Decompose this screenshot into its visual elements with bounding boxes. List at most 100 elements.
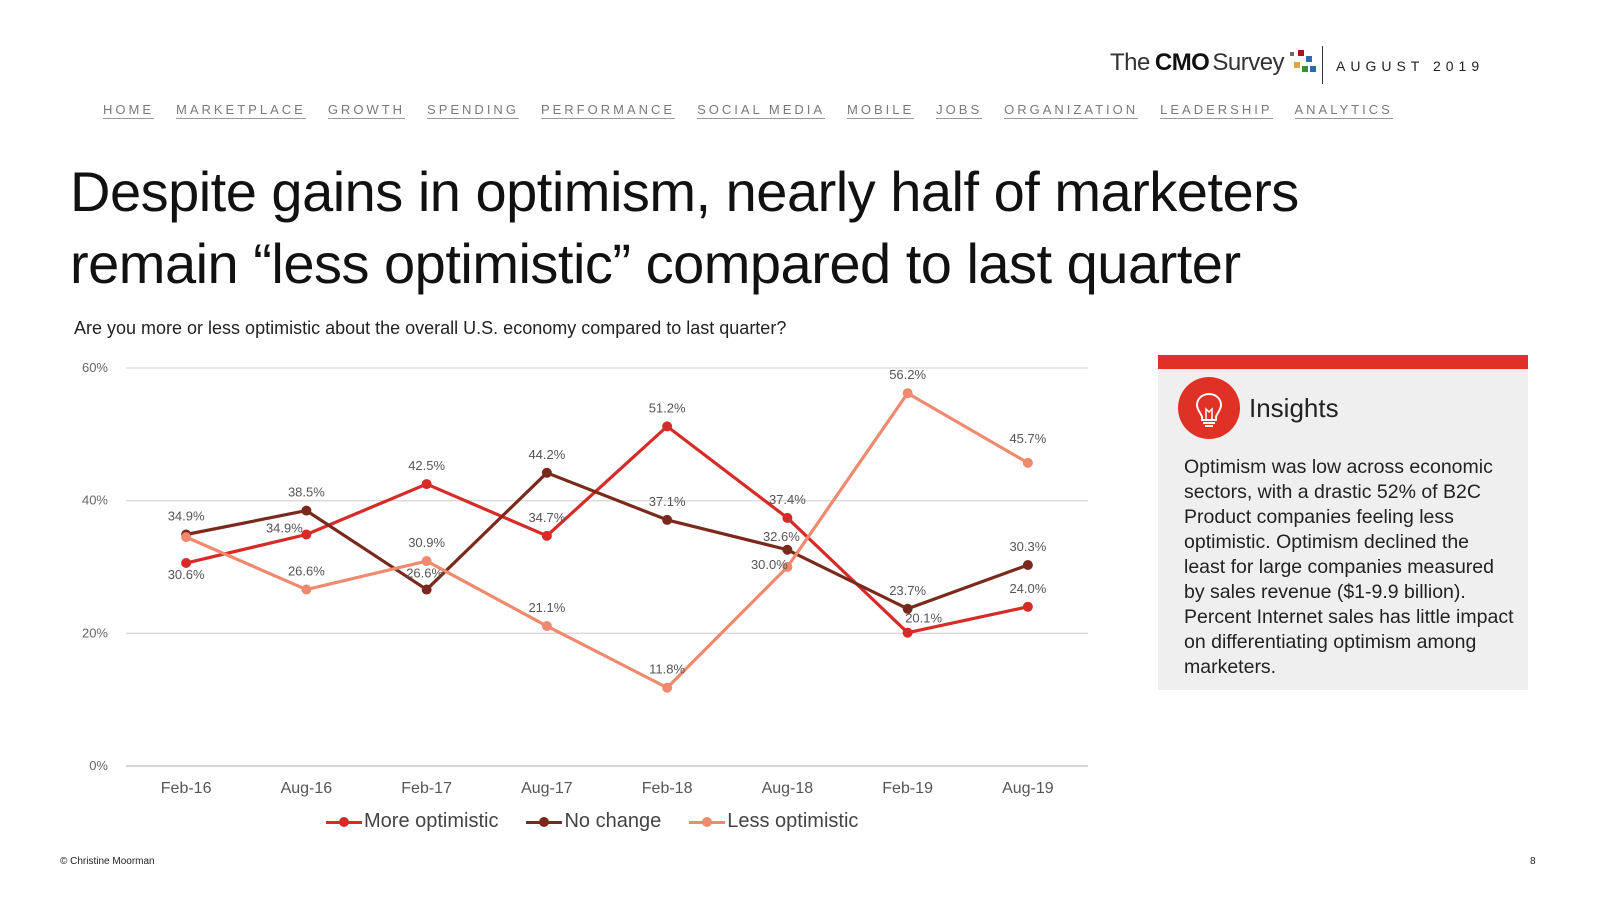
nav-mobile[interactable]: MOBILE — [847, 102, 915, 119]
series-line-more-optimistic — [185, 424, 1029, 635]
data-label-no-change-Aug-17: 44.2% — [528, 447, 565, 462]
y-tick-label-20: 20% — [82, 625, 108, 640]
legend-swatch-more-optimistic — [326, 816, 362, 828]
data-label-no-change-Aug-19: 30.3% — [1009, 539, 1046, 554]
data-point-less-optimistic-Feb-17 — [421, 556, 432, 567]
series-line-less-optimistic — [185, 391, 1029, 690]
data-point-no-change-Feb-19 — [902, 603, 913, 614]
data-label-no-change-Feb-17: 26.6% — [406, 566, 443, 581]
x-tick-label-Aug-19: Aug-19 — [1002, 780, 1054, 797]
y-tick-label-40: 40% — [82, 493, 108, 508]
data-point-more-optimistic-Aug-17 — [541, 530, 552, 541]
x-tick-label-Aug-18: Aug-18 — [762, 780, 814, 797]
data-label-more-optimistic-Aug-17: 34.7% — [528, 510, 565, 525]
insights-panel: Insights Optimism was low across economi… — [1158, 355, 1528, 690]
page-number: 8 — [1530, 856, 1536, 867]
page-title: Despite gains in optimism, nearly half o… — [70, 160, 1299, 295]
data-point-more-optimistic-Feb-16 — [181, 558, 192, 569]
x-tick-label-Feb-18: Feb-18 — [642, 780, 693, 797]
insights-accent-bar — [1158, 355, 1528, 369]
x-tick-label-Feb-16: Feb-16 — [161, 780, 212, 797]
data-point-more-optimistic-Aug-18 — [782, 512, 793, 523]
nav-spending[interactable]: SPENDING — [427, 102, 519, 119]
x-tick-label-Aug-16: Aug-16 — [281, 780, 333, 797]
insights-body: Optimism was low across economic sectors… — [1184, 456, 1514, 678]
data-label-no-change-Aug-18: 32.6% — [763, 529, 800, 544]
data-label-less-optimistic-Feb-19: 56.2% — [889, 367, 926, 382]
data-point-more-optimistic-Feb-19 — [902, 627, 913, 638]
legend-no-change: No change — [526, 810, 661, 833]
data-label-more-optimistic-Feb-19: 20.1% — [905, 611, 942, 626]
nav-analytics[interactable]: ANALYTICS — [1294, 102, 1393, 119]
data-label-more-optimistic-Feb-17: 42.5% — [408, 458, 445, 473]
nav-social-media[interactable]: SOCIAL MEDIA — [697, 102, 826, 119]
nav-marketplace[interactable]: MARKETPLACE — [176, 102, 306, 119]
nav-home[interactable]: HOME — [103, 102, 154, 119]
data-label-more-optimistic-Aug-18: 37.4% — [769, 492, 806, 507]
cmo-survey-logo[interactable]: The CMO Survey — [1110, 48, 1320, 78]
data-label-less-optimistic-Aug-18: 30.0% — [751, 557, 788, 572]
legend-label-more-optimistic: More optimistic — [364, 810, 499, 832]
legend-label-less-optimistic: Less optimistic — [727, 810, 859, 832]
data-label-no-change-Aug-16: 38.5% — [288, 485, 325, 500]
data-label-more-optimistic-Feb-18: 51.2% — [649, 400, 686, 415]
data-point-less-optimistic-Aug-16 — [301, 584, 312, 595]
optimism-line-chart: 0% 20% 40% 60% Feb-16 Aug-16 Feb-17 Aug-17 Feb-1… — [82, 360, 1088, 797]
y-tick-label-0: 0% — [89, 758, 108, 773]
data-point-no-change-Feb-18 — [662, 514, 673, 525]
data-point-less-optimistic-Aug-18 — [782, 562, 793, 572]
data-label-more-optimistic-Aug-19: 24.0% — [1009, 581, 1046, 596]
logo-cmo: CMO — [1154, 49, 1210, 76]
legend-less-optimistic: Less optimistic — [689, 810, 858, 833]
data-point-less-optimistic-Aug-17 — [541, 621, 552, 632]
data-point-no-change-Aug-16 — [301, 505, 312, 516]
data-point-no-change-Feb-17 — [421, 584, 432, 595]
data-label-less-optimistic-Feb-18: 11.8% — [649, 662, 685, 677]
insights-heading: Insights — [1249, 393, 1339, 423]
x-tick-label-Aug-17: Aug-17 — [521, 780, 573, 797]
data-point-less-optimistic-Feb-16 — [181, 532, 192, 543]
logo-the: The — [1110, 49, 1150, 76]
data-label-more-optimistic-Feb-16: 30.6% — [168, 567, 205, 582]
nav-performance[interactable]: PERFORMANCE — [540, 102, 676, 119]
data-point-more-optimistic-Aug-19 — [1022, 601, 1033, 612]
series-line-no-change — [185, 471, 1029, 611]
data-point-less-optimistic-Aug-19 — [1022, 457, 1033, 468]
legend-swatch-less-optimistic — [689, 816, 726, 828]
data-label-no-change-Feb-16: 34.9% — [168, 508, 205, 523]
data-point-less-optimistic-Feb-18 — [662, 682, 673, 693]
chart-legend: More optimistic No change Less optimisti… — [326, 810, 858, 833]
data-point-no-change-Aug-17 — [541, 467, 552, 478]
y-tick-label-60: 60% — [82, 360, 108, 375]
legend-swatch-no-change — [526, 816, 563, 828]
data-point-more-optimistic-Feb-18 — [662, 421, 673, 432]
data-label-no-change-Feb-18: 37.1% — [649, 494, 686, 509]
nav-organization[interactable]: ORGANIZATION — [1004, 102, 1139, 119]
logo-dots-icon — [1286, 48, 1320, 78]
nav-growth[interactable]: GROWTH — [327, 102, 406, 119]
data-label-less-optimistic-Aug-19: 45.7% — [1009, 431, 1046, 446]
x-tick-label-Feb-17: Feb-17 — [401, 780, 452, 797]
footer-copyright: © Christine Moorman — [60, 856, 155, 867]
nav-jobs[interactable]: JOBS — [936, 102, 983, 119]
nav-leadership[interactable]: LEADERSHIP — [1160, 102, 1273, 119]
data-point-no-change-Aug-19 — [1022, 560, 1033, 571]
data-point-more-optimistic-Feb-17 — [421, 479, 432, 490]
data-label-less-optimistic-Feb-17: 30.9% — [408, 535, 445, 550]
data-point-more-optimistic-Aug-16 — [301, 529, 312, 540]
data-point-less-optimistic-Feb-19 — [902, 388, 913, 399]
lightbulb-icon — [1178, 377, 1240, 439]
data-label-no-change-Feb-19: 23.7% — [889, 583, 926, 598]
logo-divider — [1322, 46, 1323, 84]
legend-more-optimistic: More optimistic — [326, 810, 498, 833]
legend-label-no-change: No change — [564, 810, 662, 832]
logo-survey: Survey — [1212, 49, 1285, 76]
chart-question: Are you more or less optimistic about th… — [74, 318, 787, 338]
data-label-less-optimistic-Aug-17: 21.1% — [528, 600, 565, 615]
data-label-more-optimistic-Aug-16: 34.9% — [266, 520, 303, 535]
report-date: AUGUST 2019 — [1336, 58, 1485, 74]
data-point-no-change-Aug-18 — [782, 544, 793, 555]
x-tick-label-Feb-19: Feb-19 — [882, 780, 933, 797]
top-nav: HOME MARKETPLACE GROWTH SPENDING PERFORM… — [103, 102, 1393, 119]
data-label-less-optimistic-Aug-16: 26.6% — [288, 564, 325, 579]
